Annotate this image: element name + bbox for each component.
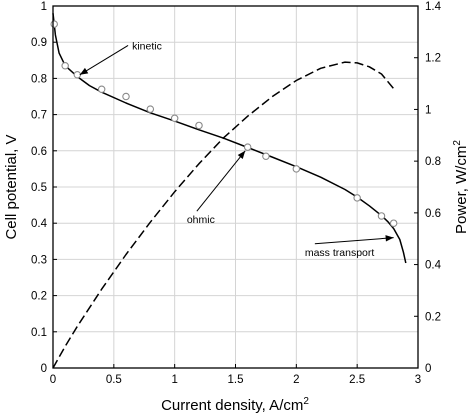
x-tick-label: 1.5	[228, 374, 244, 386]
y-tick-label: 0.9	[31, 37, 47, 49]
data-point	[195, 121, 203, 130]
y-tick-label: 0.4	[31, 218, 48, 230]
annotation-arrow-head	[79, 67, 89, 75]
data-point	[170, 114, 179, 122]
annotation-arrow-head	[385, 235, 394, 242]
data-point	[50, 20, 58, 28]
y-tick-label: 0.2	[31, 291, 47, 303]
series-layer	[50, 13, 407, 369]
tick-labels: 0 0.5 1 1.5 2 2.5 300.10.20.30.40.50.60.70.80.…	[31, 1, 442, 386]
y-right-tick-label: 1.4	[425, 1, 442, 13]
data-point	[292, 165, 301, 173]
y-right-tick-label: 0.6	[425, 208, 441, 220]
y-tick-label: 0.5	[31, 182, 47, 194]
annotation-label: ohmic	[187, 214, 215, 226]
data-point	[146, 105, 155, 113]
y-right-tick-label: 1	[425, 104, 431, 116]
y-tick-label: 0.7	[31, 110, 47, 122]
data-point	[61, 61, 69, 70]
x-tick-label: 0	[50, 374, 56, 386]
annotations: kinetic ohmic mass transport	[79, 40, 394, 259]
power-curve	[52, 61, 395, 369]
polarization-curve	[52, 13, 407, 264]
data-point	[389, 219, 398, 227]
y-axis-label: Cell potential, V	[3, 134, 20, 239]
data-point	[97, 85, 106, 94]
x-tick-label: 2	[293, 374, 299, 386]
x-tick-label: 3	[415, 374, 421, 386]
x-axis-label: Current density, A/cm2	[161, 396, 309, 414]
annotation-arrow-line	[79, 45, 129, 76]
y-tick-label: 0.1	[31, 327, 47, 339]
y-right-tick-label: 0	[425, 363, 431, 375]
y-right-tick-label: 1.2	[425, 53, 441, 65]
annotation-label: kinetic	[132, 40, 162, 52]
data-point	[353, 194, 361, 202]
y-tick-label: 0	[41, 363, 47, 375]
x-tick-label: 1	[171, 374, 177, 386]
annotation-label: mass transport	[305, 247, 375, 259]
y-axis-right-label-superscript: 2	[452, 140, 463, 146]
data-point	[243, 143, 252, 151]
y-right-tick-label: 0.2	[425, 311, 441, 323]
y-right-tick-label: 0.4	[425, 260, 442, 272]
y-tick-label: 0.8	[31, 73, 47, 85]
data-point	[73, 71, 82, 79]
x-tick-label: 2.5	[349, 374, 365, 386]
data-point	[262, 152, 270, 160]
y-tick-label: 1	[41, 1, 47, 13]
annotation-arrow-head	[237, 150, 246, 160]
x-axis-label-superscript: 2	[303, 396, 309, 407]
y-right-tick-label: 0.8	[425, 156, 441, 168]
data-point	[377, 212, 386, 220]
annotation-arrow-line	[196, 150, 246, 212]
y-tick-label: 0.6	[31, 146, 47, 158]
grid	[53, 6, 418, 368]
annotation-arrow-line	[314, 237, 394, 245]
x-tick-label: 0.5	[106, 374, 122, 386]
y-axis-right-label: Power, W/cm2	[452, 140, 470, 234]
y-tick-label: 0.3	[31, 254, 47, 266]
data-point	[122, 92, 130, 101]
